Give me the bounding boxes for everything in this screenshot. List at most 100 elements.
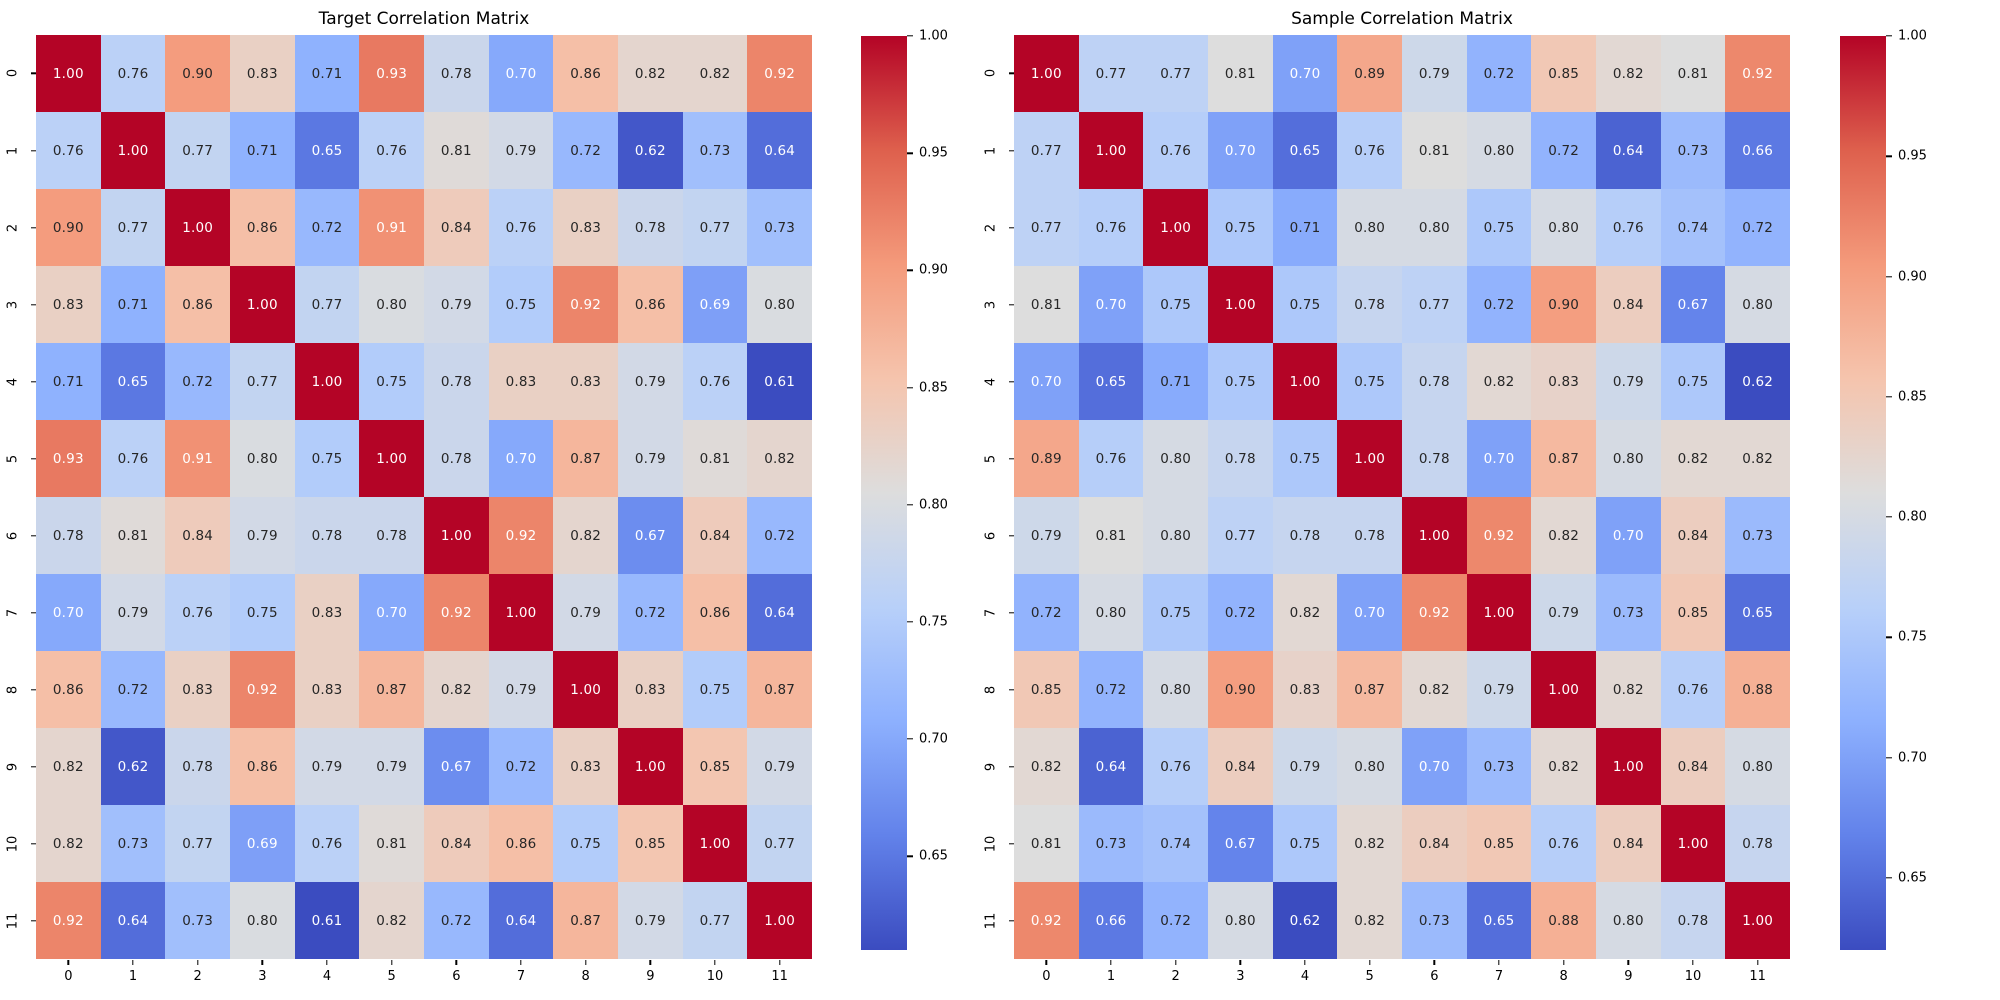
colorbar-tick-mark	[1886, 35, 1892, 37]
chart-title-sample: Sample Correlation Matrix	[1291, 9, 1513, 29]
heatmap-cell: 1.00	[229, 266, 295, 343]
heatmap-cell: 0.85	[1531, 35, 1596, 112]
heatmap-cell: 0.77	[747, 805, 812, 882]
heatmap-cell: 0.92	[1466, 497, 1532, 574]
heatmap-cell: 0.77	[165, 805, 230, 882]
heatmap-cell: 0.75	[1337, 343, 1402, 420]
heatmap-cell: 0.67	[1660, 266, 1726, 343]
colorbar-tick-label: 0.65	[919, 848, 948, 864]
heatmap-cell: 0.70	[1401, 728, 1467, 805]
heatmap-cell: 0.73	[747, 189, 812, 266]
heatmap-cell: 0.86	[36, 651, 101, 728]
heatmap-cell: 0.73	[100, 805, 166, 882]
heatmap-cell: 0.82	[36, 728, 101, 805]
heatmap-cell: 0.80	[1725, 266, 1790, 343]
heatmap-cell: 0.70	[1595, 497, 1661, 574]
heatmap-cell: 0.90	[1531, 266, 1596, 343]
target-y-axis: 0 1 2 3 4 5 6 7 8 9 10 11	[0, 35, 36, 959]
heatmap-cell: 0.67	[617, 497, 683, 574]
heatmap-cell: 0.77	[294, 266, 360, 343]
colorbar-tick-label: 0.70	[1898, 750, 1927, 766]
y-tick-mark	[31, 534, 36, 537]
heatmap-cell: 0.75	[1143, 574, 1208, 651]
heatmap-cell: 0.84	[165, 497, 230, 574]
heatmap-cell: 0.77	[682, 189, 748, 266]
heatmap-cell: 0.76	[294, 805, 360, 882]
heatmap-cell: 0.81	[423, 112, 489, 189]
x-tick-mark	[455, 960, 458, 965]
heatmap-cell: 0.82	[1595, 35, 1661, 112]
y-tick-label: 11	[983, 912, 999, 929]
colorbar-tick-mark	[1886, 155, 1892, 157]
colorbar-tick-mark	[1886, 516, 1892, 518]
heatmap-cell: 0.84	[423, 805, 489, 882]
sample-colorbar: 1.00 0.95 0.90 0.85 0.80 0.75 0.70 0.65	[1840, 29, 1950, 950]
x-tick-mark	[1368, 960, 1371, 965]
heatmap-cell: 1.00	[165, 189, 230, 266]
colorbar-tick-mark	[907, 386, 913, 389]
heatmap-cell: 0.75	[682, 651, 748, 728]
heatmap-cell: 0.66	[1725, 112, 1790, 189]
y-tick-label: 3	[5, 300, 21, 309]
heatmap-cell: 0.65	[294, 112, 360, 189]
y-tick-label: 0	[5, 69, 21, 78]
sample-heatmap-grid: 1.00 0.77 0.77 0.81 0.70 0.89 0.79 0.72 0.85 0.82…	[1014, 35, 1790, 959]
heatmap-cell: 0.76	[1143, 112, 1208, 189]
y-tick-mark	[1009, 534, 1014, 537]
heatmap-cell: 0.87	[1337, 651, 1402, 728]
y-tick-mark	[1009, 380, 1014, 383]
heatmap-cell: 0.73	[1466, 728, 1532, 805]
x-tick-label: 6	[452, 969, 461, 984]
y-tick-mark	[1009, 149, 1014, 152]
colorbar-tick-label: 0.80	[919, 497, 948, 513]
heatmap-cell: 0.82	[1272, 574, 1338, 651]
heatmap-cell: 0.80	[1143, 497, 1208, 574]
heatmap-cell: 0.77	[1401, 266, 1467, 343]
y-tick-label: 6	[983, 531, 999, 540]
heatmap-cell: 0.89	[1337, 35, 1402, 112]
heatmap-cell: 0.79	[1531, 574, 1596, 651]
heatmap-cell: 0.73	[682, 112, 748, 189]
heatmap-cell: 0.62	[100, 728, 166, 805]
heatmap-cell: 0.82	[1660, 420, 1726, 497]
y-tick-label: 0	[983, 69, 999, 78]
heatmap-cell: 1.00	[1401, 497, 1467, 574]
heatmap-cell: 0.76	[682, 343, 748, 420]
heatmap-cell: 0.73	[1725, 497, 1790, 574]
heatmap-cell: 0.80	[1143, 651, 1208, 728]
heatmap-cell: 0.79	[1595, 343, 1661, 420]
heatmap-cell: 0.75	[1660, 343, 1726, 420]
colorbar-tick-mark	[1886, 396, 1892, 398]
heatmap-cell: 0.70	[1014, 343, 1079, 420]
y-tick-mark	[1009, 611, 1014, 614]
heatmap-cell: 0.81	[1014, 266, 1079, 343]
heatmap-cell: 0.83	[1531, 343, 1596, 420]
heatmap-cell: 0.80	[1337, 728, 1402, 805]
y-tick-label: 7	[983, 608, 999, 617]
heatmap-cell: 0.75	[553, 805, 618, 882]
heatmap-cell: 0.92	[747, 35, 812, 112]
heatmap-cell: 0.70	[1466, 420, 1532, 497]
heatmap-cell: 0.81	[1014, 805, 1079, 882]
heatmap-cell: 1.00	[617, 728, 683, 805]
heatmap-cell: 0.73	[1078, 805, 1144, 882]
x-tick-mark	[714, 960, 716, 965]
heatmap-cell: 0.82	[1401, 651, 1467, 728]
heatmap-cell: 0.72	[1725, 189, 1790, 266]
x-tick-mark	[1756, 960, 1759, 965]
heatmap-cell: 0.78	[36, 497, 101, 574]
y-tick-label: 2	[5, 223, 21, 232]
heatmap-cell: 0.76	[1660, 651, 1726, 728]
heatmap-cell: 1.00	[294, 343, 360, 420]
heatmap-cell: 0.87	[1531, 420, 1596, 497]
y-tick-label: 9	[5, 762, 21, 771]
target-colorbar: 1.00 0.95 0.90 0.85 0.80 0.75 0.70 0.65	[861, 29, 971, 950]
y-tick-label: 11	[5, 912, 21, 929]
y-tick-mark	[1009, 765, 1014, 768]
heatmap-cell: 0.80	[229, 420, 295, 497]
heatmap-cell: 1.00	[423, 497, 489, 574]
heatmap-cell: 0.73	[1660, 112, 1726, 189]
x-tick-mark	[1239, 960, 1242, 965]
heatmap-cell: 0.75	[1466, 189, 1532, 266]
target-x-axis: 0 1 2 3 4 5 6 7 8 9 10 11	[36, 960, 812, 990]
